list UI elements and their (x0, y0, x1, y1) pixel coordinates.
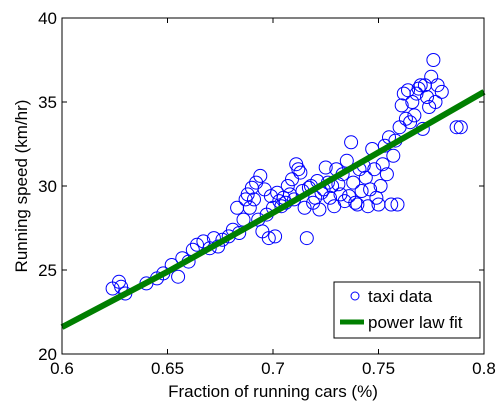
x-tick-label: 0.6 (50, 359, 74, 378)
legend-box (333, 281, 481, 339)
x-axis-label: Fraction of running cars (%) (168, 382, 378, 401)
x-tick-label: 0.8 (472, 359, 496, 378)
data-point (384, 197, 399, 212)
data-point (407, 108, 422, 123)
data-point (453, 120, 468, 135)
data-point (312, 202, 327, 217)
data-point (428, 95, 443, 109)
data-point (430, 78, 445, 93)
y-tick-label: 40 (38, 9, 57, 28)
data-point (411, 81, 426, 96)
y-tick-label: 25 (38, 261, 57, 280)
data-point (403, 115, 418, 130)
data-point (375, 157, 390, 172)
data-point (202, 241, 217, 256)
data-point (373, 179, 388, 193)
data-point (360, 199, 375, 214)
data-point (379, 167, 394, 182)
data-point (261, 231, 276, 246)
y-tick-label: 20 (38, 345, 57, 364)
legend-label-power-law-fit: power law fit (368, 313, 463, 332)
data-point (249, 175, 264, 190)
data-point (350, 197, 365, 212)
data-point (405, 95, 420, 109)
x-tick-label: 0.7 (261, 359, 285, 378)
data-point (354, 184, 369, 198)
y-tick-label: 35 (38, 93, 57, 112)
data-point (449, 120, 464, 135)
legend-marker-taxi-data (350, 291, 360, 301)
data-point (337, 194, 352, 209)
data-point (398, 111, 413, 126)
data-point (297, 200, 312, 215)
data-point (318, 160, 333, 175)
data-point (367, 162, 382, 177)
y-axis-label: Running speed (km/hr) (12, 100, 31, 273)
x-tick-label: 0.65 (151, 359, 184, 378)
data-point (268, 229, 283, 244)
data-point (291, 162, 306, 177)
y-tick-label: 30 (38, 177, 57, 196)
data-point (280, 179, 295, 193)
legend-label-taxi-data: taxi data (368, 287, 433, 306)
data-point (247, 192, 261, 207)
data-point (242, 200, 257, 215)
data-point (190, 237, 204, 252)
data-point (323, 190, 337, 205)
data-point (426, 53, 441, 67)
x-tick-label: 0.75 (362, 359, 395, 378)
data-point (386, 148, 401, 163)
data-point (346, 175, 361, 190)
data-point (420, 90, 434, 104)
data-point (394, 98, 409, 113)
data-point (413, 78, 428, 93)
tick-layer: 0.6 0.65 0.7 0.75 0.8 20 25 30 35 40 (38, 9, 496, 378)
data-point (390, 197, 405, 212)
data-layer (60, 53, 486, 330)
data-point (293, 165, 308, 180)
fit-line (60, 89, 486, 330)
data-point (171, 269, 186, 284)
legend: taxi data power law fit (333, 281, 481, 339)
data-point (344, 135, 359, 150)
data-point (333, 187, 348, 202)
data-point (434, 84, 449, 99)
data-point (299, 231, 314, 246)
data-point (253, 168, 268, 183)
